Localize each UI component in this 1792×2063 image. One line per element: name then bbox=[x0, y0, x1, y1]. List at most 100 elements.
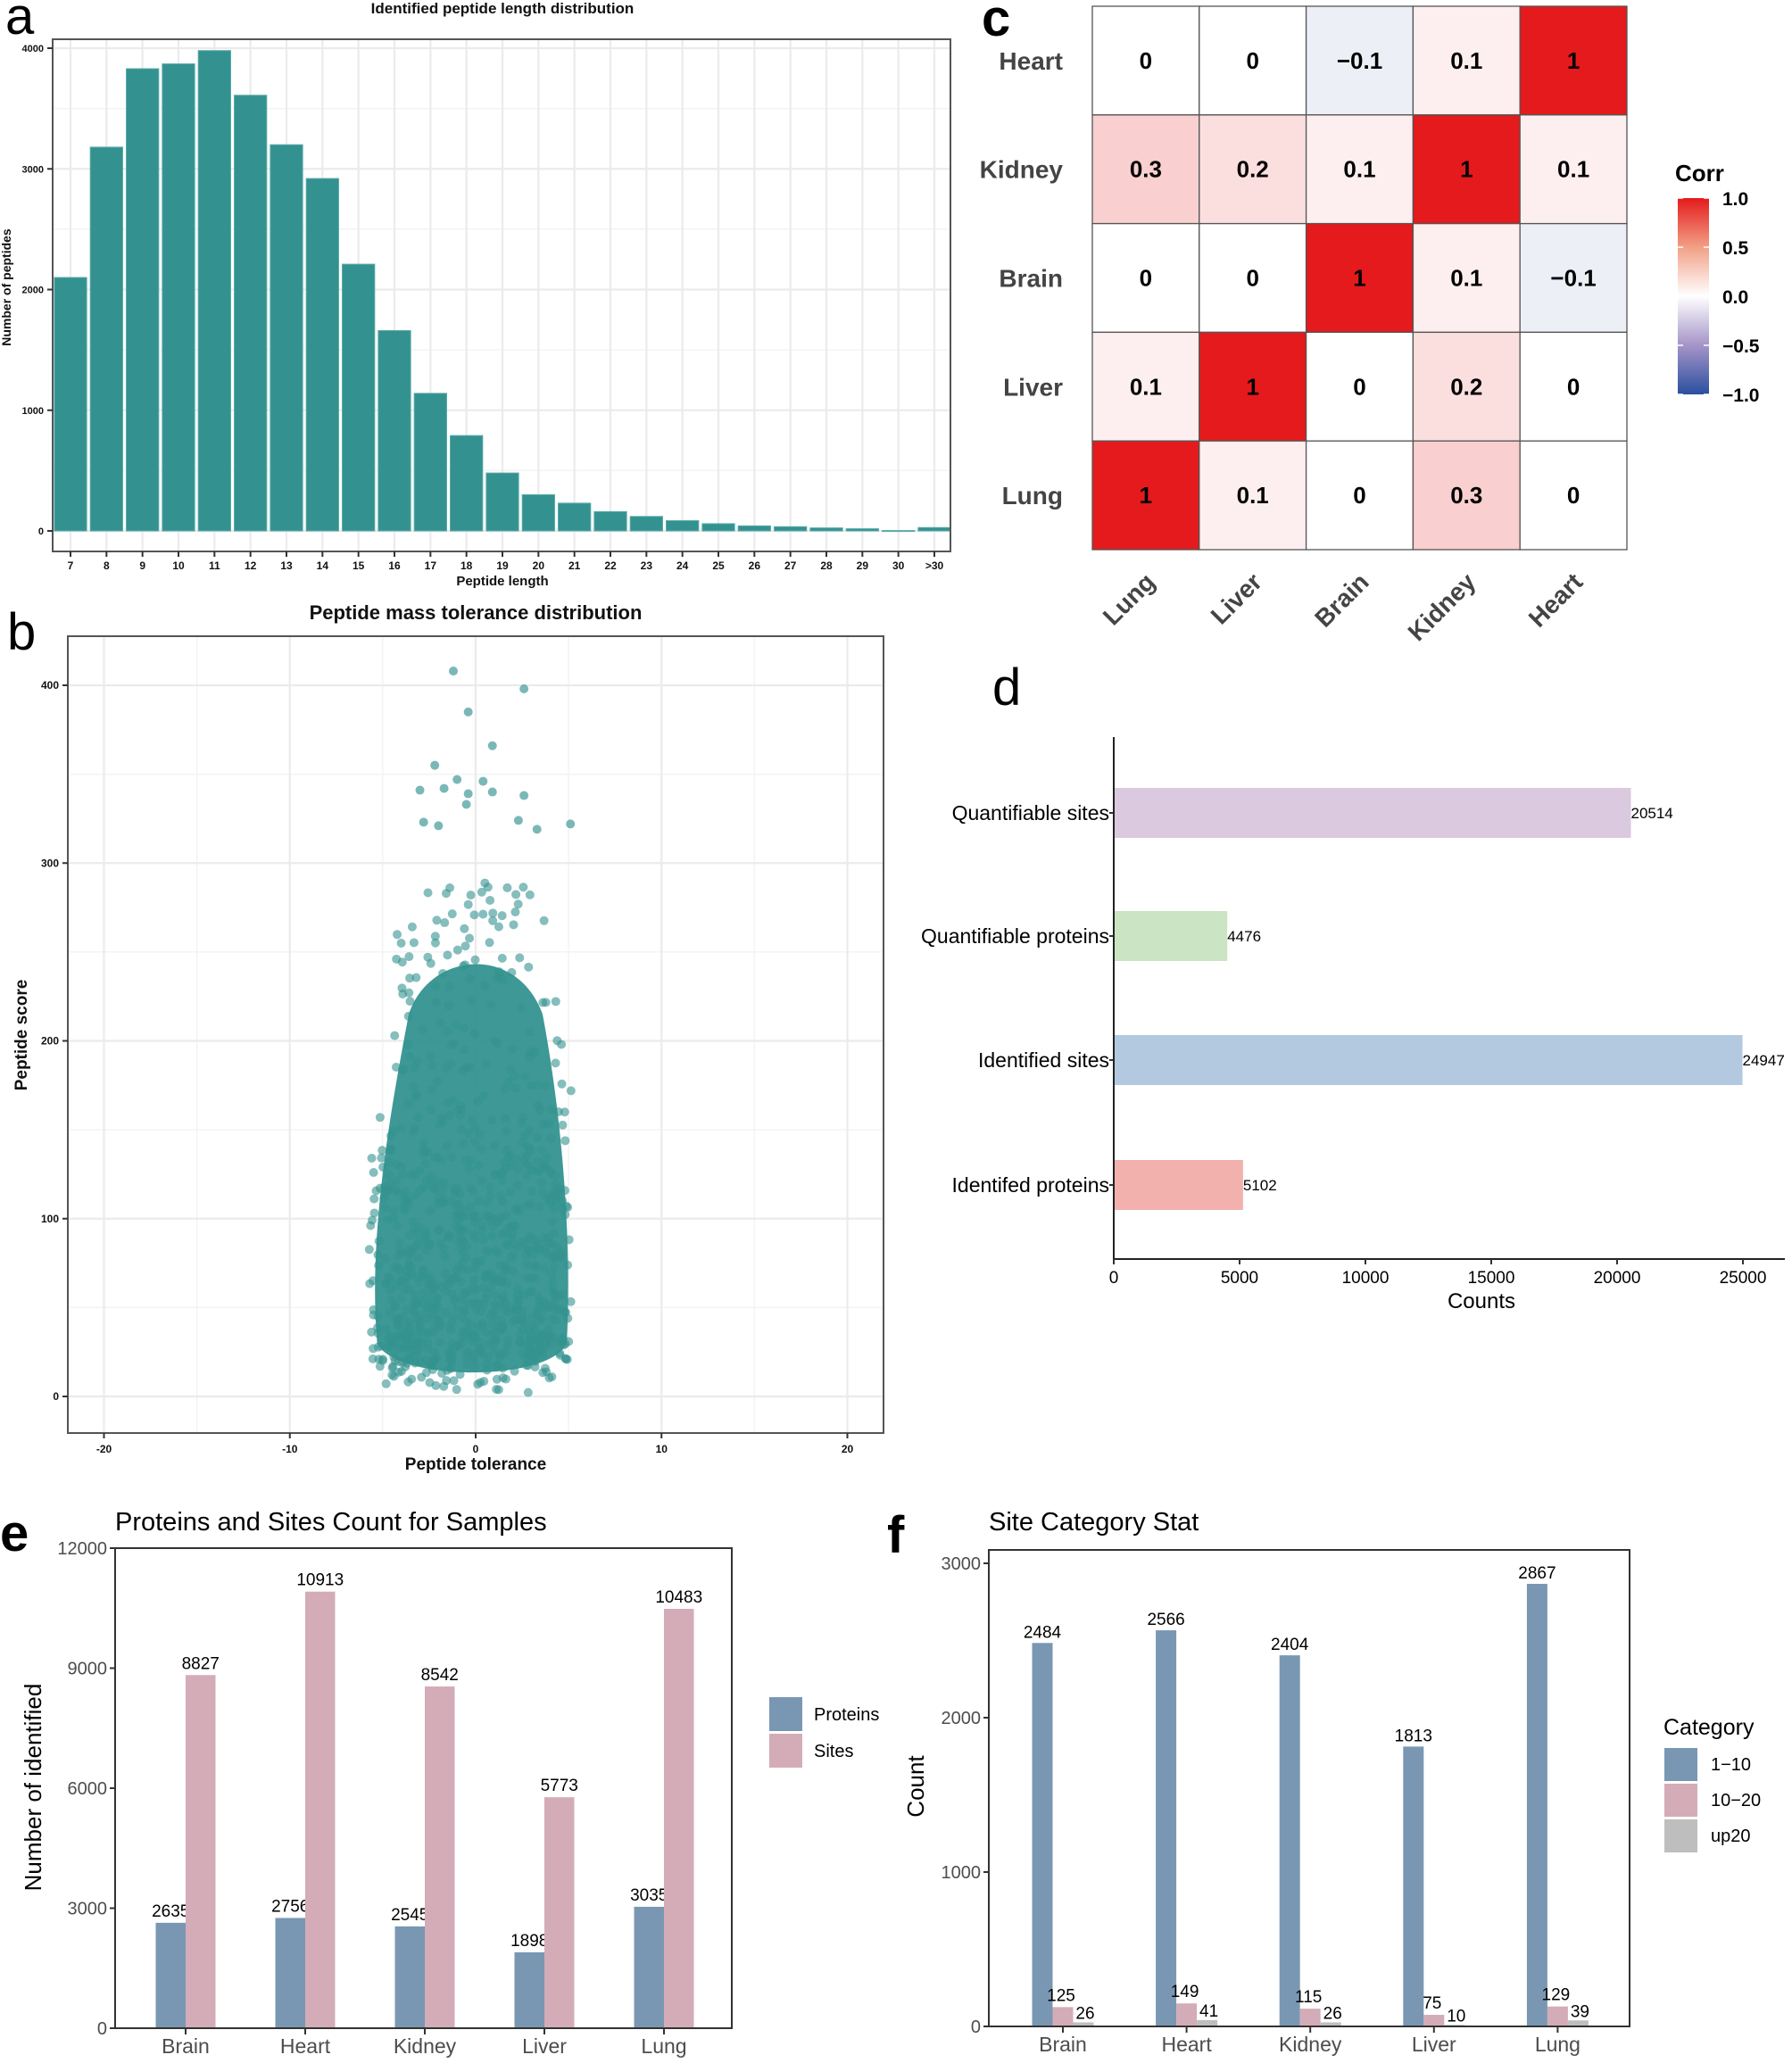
scatter-point bbox=[566, 1086, 576, 1096]
scatter-point bbox=[548, 1332, 558, 1342]
scatter-point bbox=[404, 1230, 414, 1240]
scatter-point bbox=[413, 1253, 423, 1263]
bar-value-label: 1898 bbox=[510, 1932, 548, 1951]
heatmap-cell bbox=[1412, 114, 1521, 225]
heatmap-cell-label: 0.1 bbox=[1343, 156, 1375, 183]
scatter-point bbox=[469, 1363, 479, 1372]
scatter-point bbox=[395, 1247, 405, 1256]
scatter-point bbox=[403, 1377, 413, 1387]
bar-lung-sites bbox=[664, 1609, 694, 2028]
scatter-point bbox=[482, 1270, 492, 1280]
scatter-point bbox=[445, 1363, 455, 1373]
scatter-point bbox=[469, 1123, 479, 1132]
scatter-point bbox=[471, 1299, 481, 1309]
scatter-point bbox=[404, 1338, 414, 1348]
scatter-point bbox=[369, 1168, 378, 1178]
bar-liver-sites bbox=[544, 1797, 575, 2028]
scatter-point bbox=[398, 1170, 408, 1180]
scatter-point bbox=[463, 1298, 473, 1308]
colorbar-tick-label: −1.0 bbox=[1722, 385, 1759, 406]
scatter-point bbox=[417, 1372, 427, 1382]
bar-kidney-110 bbox=[1279, 1655, 1300, 2026]
scatter-point bbox=[391, 1184, 401, 1194]
scatter-point bbox=[527, 1352, 536, 1362]
legend-label: 10−20 bbox=[1711, 1791, 1761, 1810]
scatter-point bbox=[405, 997, 415, 1007]
x-tick-label: 27 bbox=[784, 559, 797, 572]
scatter-point bbox=[442, 1141, 452, 1151]
bar-value-label: 2635 bbox=[152, 1902, 189, 1921]
scatter-point-outlier bbox=[532, 824, 542, 834]
scatter-point bbox=[427, 1180, 437, 1189]
heatmap-cell bbox=[1305, 5, 1415, 116]
x-tick-label: 5000 bbox=[1221, 1269, 1258, 1288]
y-category-label: Quantifiable sites bbox=[952, 801, 1109, 824]
scatter-point bbox=[553, 1107, 563, 1117]
scatter-point bbox=[520, 1237, 530, 1247]
scatter-point bbox=[527, 1250, 537, 1260]
bar-kidney-up20 bbox=[1320, 2022, 1341, 2026]
scatter-point bbox=[470, 1137, 480, 1147]
x-tick-label: 10 bbox=[656, 1443, 668, 1455]
scatter-point bbox=[462, 1359, 472, 1369]
scatter-point bbox=[426, 958, 436, 968]
scatter-point bbox=[480, 981, 490, 990]
scatter-point bbox=[415, 1321, 425, 1330]
scatter-point bbox=[432, 1077, 442, 1087]
heatmap-row-label: Liver bbox=[1003, 373, 1063, 401]
scatter-point bbox=[512, 1181, 522, 1190]
scatter-point bbox=[540, 1363, 550, 1373]
x-tick-label: 20 bbox=[842, 1443, 854, 1455]
bar-kidney-proteins bbox=[394, 1926, 425, 2028]
x-tick-label: 30 bbox=[892, 559, 905, 572]
scatter-point bbox=[397, 983, 407, 993]
bar-length-7 bbox=[54, 277, 87, 532]
scatter-point bbox=[505, 1303, 515, 1313]
scatter-point bbox=[423, 888, 433, 898]
scatter-point bbox=[396, 1294, 406, 1304]
scatter-point bbox=[512, 1304, 522, 1313]
scatter-point bbox=[460, 1328, 470, 1338]
legend-label: 1−10 bbox=[1711, 1755, 1751, 1775]
scatter-point bbox=[431, 1298, 441, 1308]
scatter-point bbox=[506, 1187, 516, 1197]
scatter-point bbox=[490, 1311, 500, 1321]
panel-f-site-category-chart: Site Category Stat 248412526256614941240… bbox=[902, 1508, 1761, 2056]
bar-identifed-proteins bbox=[1115, 1160, 1243, 1210]
scatter-point bbox=[435, 1338, 444, 1347]
heatmap-col-label: Heart bbox=[1523, 568, 1589, 633]
scatter-point bbox=[461, 1063, 471, 1073]
scatter-point bbox=[487, 1231, 497, 1241]
bar-length-9 bbox=[126, 68, 160, 532]
y-tick-label: 0 bbox=[38, 526, 44, 537]
scatter-point-outlier bbox=[519, 684, 529, 693]
heatmap-cell-label: 1 bbox=[1140, 482, 1152, 509]
scatter-point bbox=[532, 1132, 542, 1142]
scatter-point bbox=[544, 1373, 554, 1383]
scatter-point bbox=[411, 973, 421, 982]
scatter-point bbox=[427, 1085, 436, 1095]
scatter-point bbox=[496, 1213, 506, 1222]
scatter-point bbox=[400, 1195, 410, 1205]
heatmap-cell-label: 0 bbox=[1353, 482, 1365, 509]
scatter-point bbox=[478, 1300, 488, 1310]
scatter-point bbox=[447, 909, 457, 919]
scatter-point bbox=[519, 882, 528, 892]
bar-lung-1020 bbox=[1547, 2006, 1568, 2026]
bar-length-25 bbox=[701, 523, 735, 532]
scatter-point bbox=[440, 1268, 450, 1278]
scatter-point bbox=[510, 907, 520, 917]
scatter-point bbox=[555, 1348, 565, 1358]
heatmap-col-label: Liver bbox=[1206, 568, 1267, 629]
scatter-point bbox=[476, 1306, 485, 1316]
scatter-point bbox=[518, 1315, 527, 1325]
y-category-label: Quantifiable proteins bbox=[921, 924, 1109, 948]
x-tick-label: 13 bbox=[280, 559, 293, 572]
scatter-point bbox=[498, 1373, 508, 1383]
scatter-point bbox=[439, 1381, 449, 1391]
scatter-point bbox=[444, 1000, 453, 1010]
scatter-point bbox=[485, 1182, 495, 1192]
x-tick-label: 23 bbox=[641, 559, 653, 572]
x-tick-label: Heart bbox=[280, 2034, 331, 2058]
